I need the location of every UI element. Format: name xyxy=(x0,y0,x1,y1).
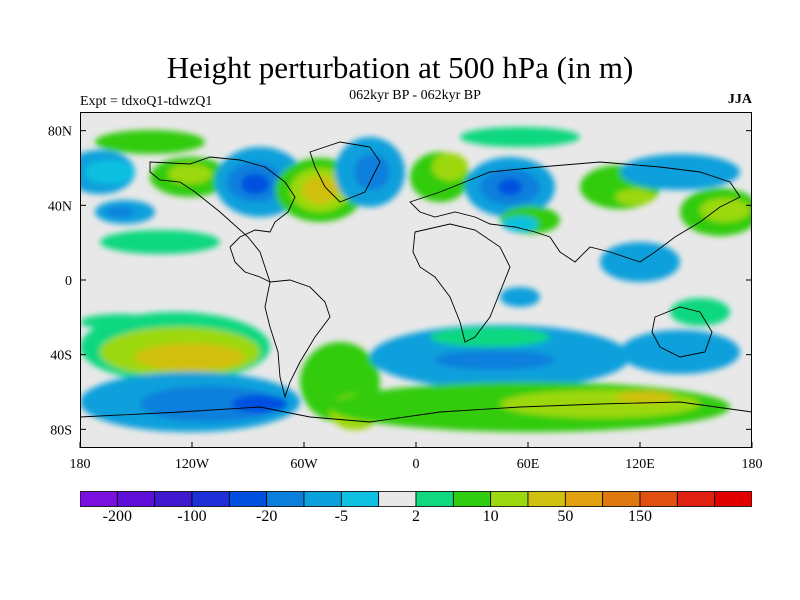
colorbar-swatch xyxy=(266,491,305,507)
experiment-label: Expt = tdxoQ1-tdwzQ1 xyxy=(80,94,213,109)
colorbar-swatch xyxy=(639,491,678,507)
colorbar-swatch xyxy=(564,491,604,507)
colorbar-label: 50 xyxy=(557,508,574,525)
colorbar-swatch xyxy=(714,491,752,507)
y-tick-label: 40N xyxy=(48,199,72,214)
contour-fill xyxy=(80,127,752,432)
colorbar-swatch xyxy=(602,491,641,507)
colorbar-swatch xyxy=(303,491,342,507)
colorbar-swatch xyxy=(154,491,193,507)
australia-coast xyxy=(651,306,713,358)
y-tick-label: 80N xyxy=(48,125,72,140)
colorbar-swatch xyxy=(340,491,380,507)
colorbar-label: -200 xyxy=(102,508,132,525)
greenland-coast xyxy=(309,141,381,203)
colorbar-swatch xyxy=(490,491,529,507)
coastlines xyxy=(80,141,752,423)
x-tick-label: 60E xyxy=(517,457,540,472)
figure-title: Height perturbation at 500 hPa (in m) xyxy=(166,50,634,85)
season-label: JJA xyxy=(727,92,752,107)
colorbar-swatch xyxy=(228,491,268,507)
colorbar-label: 150 xyxy=(628,508,652,525)
colorbar-swatch xyxy=(527,491,566,507)
x-tick-label: 120W xyxy=(175,457,210,472)
colorbar-label: 2 xyxy=(412,508,420,525)
x-tick-label: 60W xyxy=(290,457,318,472)
colorbar-label: -20 xyxy=(255,508,278,525)
colorbar-swatch xyxy=(452,491,492,507)
x-tick-label: 120E xyxy=(625,457,655,472)
y-tick-label: 0 xyxy=(65,274,72,289)
north-america-coast xyxy=(149,156,296,283)
colorbar-swatch xyxy=(676,491,716,507)
x-tick-label: 180 xyxy=(742,457,763,472)
colorbar-swatch xyxy=(80,491,118,507)
x-tick-label: 180 xyxy=(70,457,91,472)
colorbar-label: 10 xyxy=(482,508,499,525)
y-tick-label: 40S xyxy=(50,349,72,364)
colorbar-swatch xyxy=(191,491,230,507)
x-tick-label: 0 xyxy=(413,457,420,472)
map-panel xyxy=(80,112,752,448)
figure-subtitle: 062kyr BP - 062kyr BP xyxy=(349,88,481,103)
colorbar-label: -100 xyxy=(177,508,207,525)
eurasia-coast xyxy=(409,161,741,263)
height-perturbation-map xyxy=(80,112,752,448)
colorbar-swatch xyxy=(116,491,156,507)
south-america-coast xyxy=(264,279,331,399)
colorbar-swatch xyxy=(415,491,454,507)
colorbar-label: -5 xyxy=(334,508,348,525)
colorbar xyxy=(80,491,752,507)
antarctica-coast xyxy=(80,401,752,423)
colorbar-swatch xyxy=(378,491,417,507)
y-tick-label: 80S xyxy=(50,423,72,438)
africa-coast xyxy=(412,223,511,343)
